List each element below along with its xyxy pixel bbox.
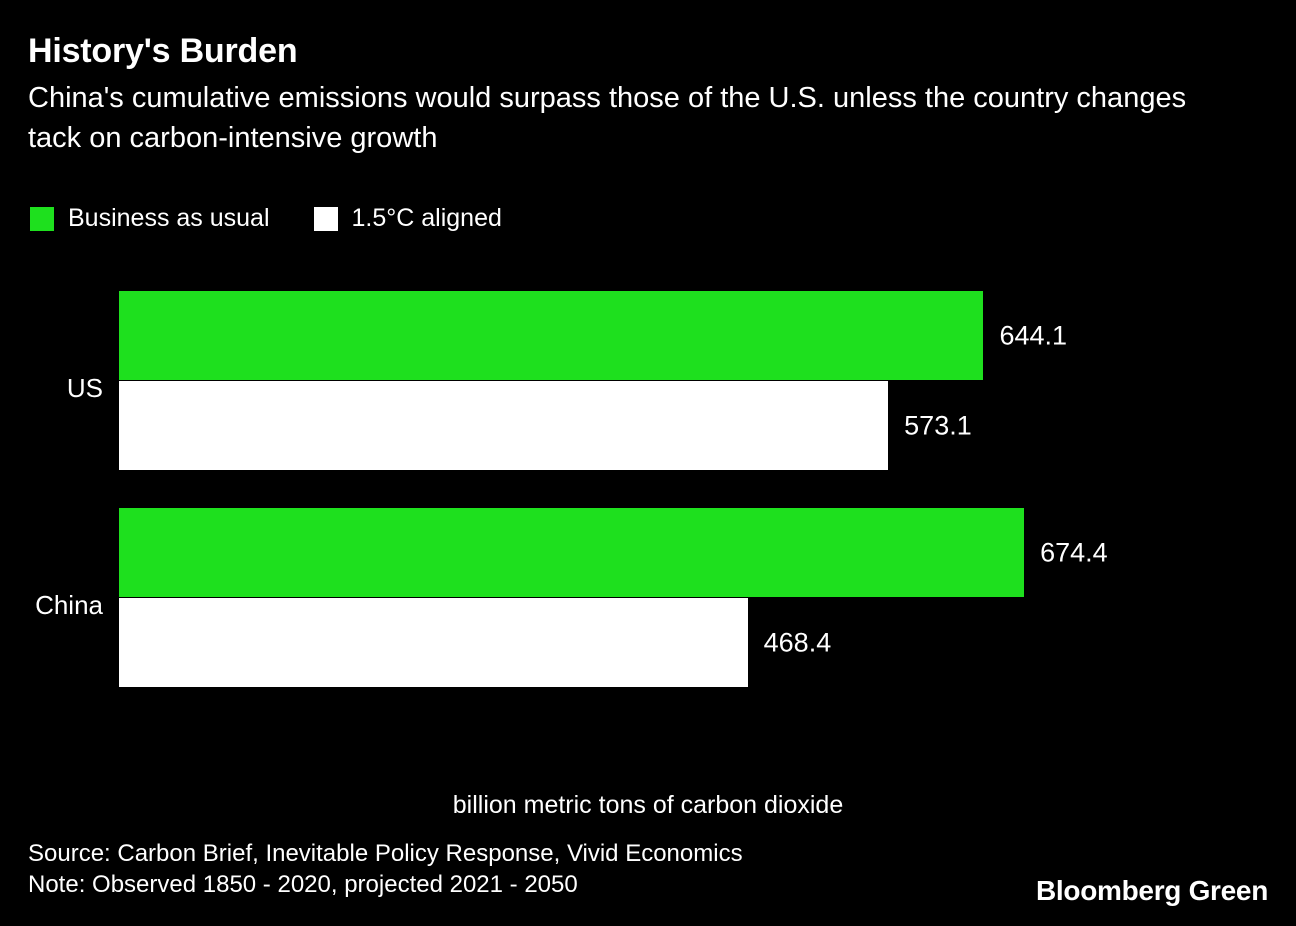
bar-group-us: US 644.1 573.1 [0,291,1296,486]
bar-us-business-as-usual[interactable] [119,291,984,380]
bar-value-us-business-as-usual: 644.1 [999,320,1068,350]
category-label-china: China [35,590,103,620]
bar-us-1-5c-aligned[interactable] [119,381,889,470]
bar-china-1-5c-aligned[interactable] [119,598,748,687]
bar-value-us-1-5c-aligned: 573.1 [904,410,972,440]
chart-footnotes: Source: Carbon Brief, Inevitable Policy … [28,838,988,900]
chart-header: History's Burden China's cumulative emis… [28,30,1268,158]
observation-note: Note: Observed 1850 - 2020, projected 20… [28,871,578,898]
bar-value-china-1-5c-aligned: 468.4 [763,627,832,657]
bar-china-business-as-usual[interactable] [119,508,1025,597]
legend-item-1-5c-aligned[interactable]: 1.5°C aligned [313,204,502,232]
chart-plot-area: US 644.1 573.1 China 674.4 468.4 [0,270,1296,720]
legend-item-business-as-usual[interactable]: Business as usual [30,206,270,231]
chart-legend: Business as usual 1.5°C aligned [30,206,502,231]
white-square-swatch-icon [313,206,338,231]
bar-value-china-business-as-usual: 674.4 [1040,537,1108,567]
chart-subtitle: China's cumulative emissions would surpa… [28,82,1187,154]
green-square-swatch-icon [30,206,54,231]
legend-label-business-as-usual: Business as usual [68,204,270,232]
bloomberg-green-logo: Bloomberg Green [1036,875,1268,906]
category-label-us: US [66,373,103,403]
bar-group-china: China 674.4 468.4 [0,508,1296,703]
page-title: History's Burden [28,32,298,70]
legend-label-1-5c-aligned: 1.5°C aligned [351,204,502,232]
x-axis-caption: billion metric tons of carbon dioxide [452,791,844,819]
source-note: Source: Carbon Brief, Inevitable Policy … [28,840,743,867]
